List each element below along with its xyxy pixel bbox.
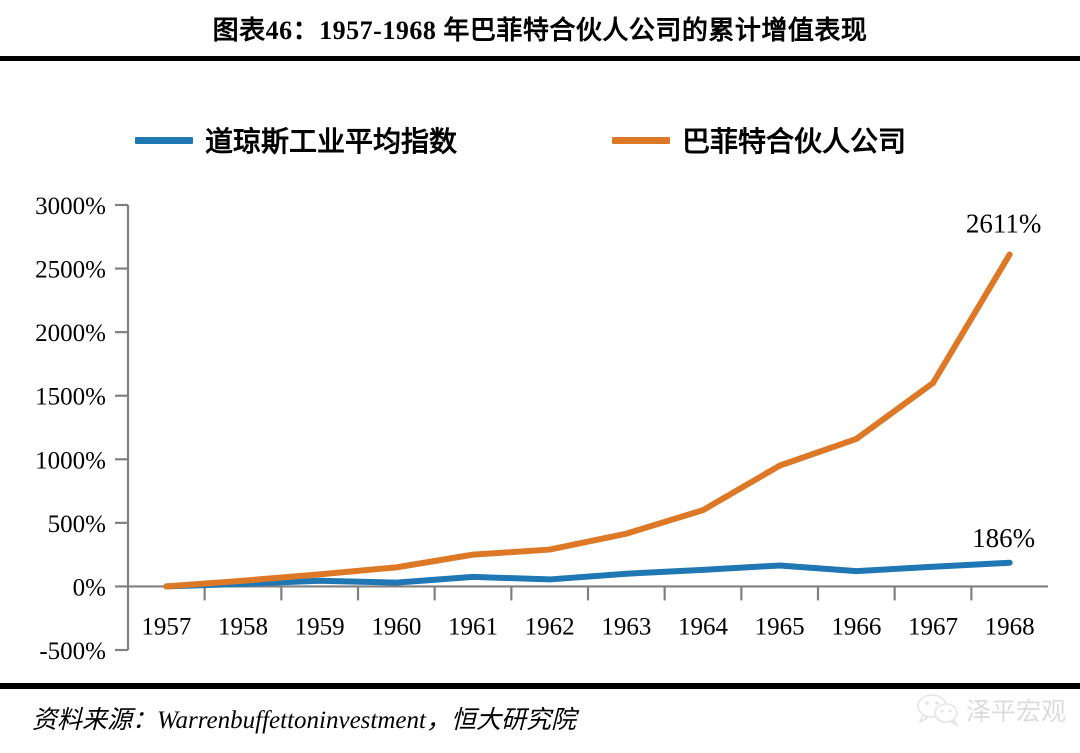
x-axis-tick-label: 1963: [601, 613, 651, 640]
x-axis: 1957 1958 1959 1960 1961 1962 1963 1964 1965 1966…: [128, 585, 1048, 640]
x-axis-tick-label: 1967: [908, 613, 958, 640]
y-axis-tick-label: 2500%: [35, 257, 106, 284]
x-axis-tick-label: 1958: [218, 613, 268, 640]
y-axis-tick-label: 0%: [73, 574, 106, 601]
source-note: 资料来源：Warrenbuffettoninvestment，恒大研究院: [32, 707, 576, 734]
legend-item-dow-jones[interactable]: 道琼斯工业平均指数: [135, 118, 457, 162]
legend-swatch-buffett-partnership: [612, 136, 670, 144]
y-axis: -500% 0% 500% 1000% 1500% 2000% 2500% 3000%: [35, 193, 130, 665]
data-label-dow-jones: 186%: [972, 523, 1035, 553]
y-axis-tick-label: 2000%: [35, 320, 106, 347]
x-axis-tick-label: 1962: [525, 613, 575, 640]
watermark: 泽平宏观: [915, 692, 1066, 728]
y-axis-tick-label: -500%: [39, 638, 106, 665]
legend-item-buffett-partnership[interactable]: 巴菲特合伙人公司: [612, 118, 906, 162]
x-axis-tick-label: 1959: [295, 613, 345, 640]
chart-data-labels: 186% 2611%: [966, 208, 1042, 552]
x-axis-tick-label: 1957: [141, 613, 191, 640]
y-axis-tick-label: 1500%: [35, 384, 106, 411]
x-axis-tick-label: 1961: [448, 613, 498, 640]
data-label-buffett-partnership: 2611%: [966, 208, 1042, 238]
line-chart-svg: -500% 0% 500% 1000% 1500% 2000% 2500% 3000% 195…: [35, 193, 1048, 665]
y-axis-tick-label: 500%: [48, 511, 106, 538]
wechat-icon: [917, 694, 960, 727]
x-axis-tick-label: 1960: [371, 613, 421, 640]
y-axis-tick-label: 3000%: [35, 193, 106, 220]
chart-legend: 道琼斯工业平均指数 巴菲特合伙人公司: [125, 118, 1005, 168]
title-divider: [0, 56, 1080, 61]
chart-series: [163, 251, 1013, 590]
legend-label-dow-jones: 道琼斯工业平均指数: [205, 125, 458, 158]
x-axis-tick-label: 1965: [755, 613, 805, 640]
series-line-buffett-partnership: [163, 251, 1013, 590]
watermark-text: 泽平宏观: [965, 697, 1066, 726]
legend-swatch-dow-jones: [135, 136, 193, 144]
x-axis-tick-label: 1968: [985, 613, 1035, 640]
footer-divider: [0, 683, 1080, 689]
chart-plot-area: -500% 0% 500% 1000% 1500% 2000% 2500% 3000% 195…: [0, 180, 1080, 670]
x-axis-tick-label: 1966: [831, 613, 881, 640]
page-title: 图表46：1957-1968 年巴菲特合伙人公司的累计增值表现: [212, 16, 868, 45]
legend-label-buffett-partnership: 巴菲特合伙人公司: [682, 125, 907, 158]
y-axis-tick-label: 1000%: [35, 447, 106, 474]
x-axis-tick-label: 1964: [678, 613, 729, 640]
series-line-dow-jones: [163, 559, 1013, 590]
